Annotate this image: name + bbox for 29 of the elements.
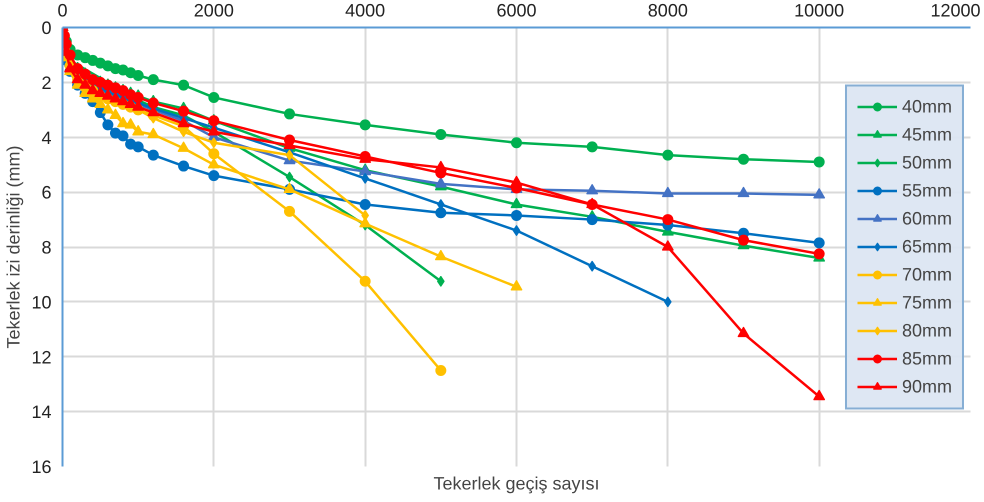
x-tick-label: 8000 [648,0,688,20]
x-tick-label: 10000 [794,0,844,20]
legend-label: 65mm [902,236,952,257]
y-tick-label: 6 [41,182,52,203]
legend-label: 45mm [902,124,952,145]
legend-label: 90mm [902,376,952,397]
y-tick-label: 0 [41,18,52,38]
x-tick-label: 4000 [345,0,386,20]
legend-label: 40mm [902,96,952,117]
legend-label: 80mm [902,320,952,341]
legend-label: 60mm [902,208,952,229]
x-tick-label: 2000 [194,0,234,20]
legend-label: 50mm [902,152,952,173]
y-tick-label: 14 [31,402,52,422]
y-tick-label: 10 [31,292,52,312]
y-tick-label: 16 [31,457,52,477]
x-tick-label: 6000 [496,0,537,20]
legend-label: 75mm [902,292,952,313]
y-tick-label: 12 [31,347,52,368]
legend-label: 70mm [902,264,952,285]
y-tick-label: 8 [41,238,52,258]
y-tick-label: 2 [41,72,52,93]
x-axis-title: Tekerlek geçiş sayısı [433,474,600,494]
x-tick-label: 12000 [930,0,981,20]
legend-label: 85mm [902,348,952,369]
x-tick-label: 0 [57,0,68,20]
legend-label: 55mm [902,180,952,201]
y-tick-label: 4 [41,128,52,148]
y-axis-title: Tekerlek izi derinliği (mm) [3,145,24,349]
